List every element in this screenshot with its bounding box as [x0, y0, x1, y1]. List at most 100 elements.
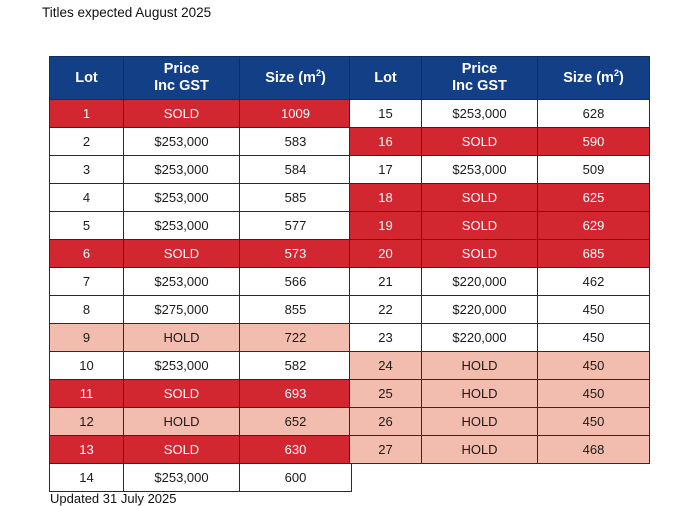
lot-number-cell: 18 [349, 183, 422, 212]
lot-row: 27 HOLD 468 [349, 435, 650, 464]
table-header-row: Lot Price Inc GST Size (m2) [349, 56, 650, 100]
lot-size-cell: 630 [239, 435, 352, 464]
lot-price-cell: HOLD [421, 407, 538, 436]
header-size: Size (m2) [537, 56, 650, 100]
lot-price-cell: SOLD [123, 99, 240, 128]
lot-number-cell: 13 [49, 435, 124, 464]
lot-size-cell: 583 [239, 127, 352, 156]
lot-price-cell: HOLD [421, 379, 538, 408]
lot-number-cell: 10 [49, 351, 124, 380]
lot-price-cell: SOLD [421, 127, 538, 156]
lot-price-cell: HOLD [421, 351, 538, 380]
lots-left-body: 1 SOLD 1009 2 $253,000 583 3 $253,000 584 4 $253,0… [49, 99, 352, 492]
lot-row: 12 HOLD 652 [49, 407, 352, 436]
lot-price-cell: SOLD [421, 239, 538, 268]
lot-size-cell: 584 [239, 155, 352, 184]
lot-size-cell: 462 [537, 267, 650, 296]
lot-row: 20 SOLD 685 [349, 239, 650, 268]
lot-size-cell: 625 [537, 183, 650, 212]
lot-number-cell: 26 [349, 407, 422, 436]
lot-size-cell: 450 [537, 295, 650, 324]
lot-row: 16 SOLD 590 [349, 127, 650, 156]
lot-number-cell: 1 [49, 99, 124, 128]
lot-row: 10 $253,000 582 [49, 351, 352, 380]
table-header-row: Lot Price Inc GST Size (m2) [49, 56, 352, 100]
lot-row: 25 HOLD 450 [349, 379, 650, 408]
lot-row: 24 HOLD 450 [349, 351, 650, 380]
lot-price-cell: HOLD [123, 407, 240, 436]
lot-price-cell: $253,000 [421, 155, 538, 184]
lot-price-cell: $275,000 [123, 295, 240, 324]
lot-row: 1 SOLD 1009 [49, 99, 352, 128]
lot-row: 8 $275,000 855 [49, 295, 352, 324]
lot-price-cell: $253,000 [123, 351, 240, 380]
header-size: Size (m2) [239, 56, 352, 100]
lot-row: 18 SOLD 625 [349, 183, 650, 212]
lot-price-cell: SOLD [421, 183, 538, 212]
lot-size-cell: 693 [239, 379, 352, 408]
header-price: Price Inc GST [421, 56, 538, 100]
lot-number-cell: 14 [49, 463, 124, 492]
header-lot: Lot [49, 56, 124, 100]
lot-price-cell: $253,000 [123, 183, 240, 212]
lots-table-right: Lot Price Inc GST Size (m2) 15 $253,000 628… [349, 56, 650, 464]
lot-number-cell: 27 [349, 435, 422, 464]
lot-number-cell: 8 [49, 295, 124, 324]
lot-size-cell: 629 [537, 211, 650, 240]
lot-number-cell: 7 [49, 267, 124, 296]
lot-row: 11 SOLD 693 [49, 379, 352, 408]
lot-row: 13 SOLD 630 [49, 435, 352, 464]
page-heading: Titles expected August 2025 [42, 5, 212, 20]
lot-number-cell: 3 [49, 155, 124, 184]
lot-number-cell: 24 [349, 351, 422, 380]
lot-size-cell: 1009 [239, 99, 352, 128]
lot-price-cell: $253,000 [123, 155, 240, 184]
lot-size-cell: 468 [537, 435, 650, 464]
lot-price-cell: SOLD [123, 239, 240, 268]
lot-size-cell: 573 [239, 239, 352, 268]
lot-price-cell: $220,000 [421, 323, 538, 352]
lot-price-cell: $253,000 [421, 99, 538, 128]
lot-size-cell: 450 [537, 351, 650, 380]
lot-number-cell: 20 [349, 239, 422, 268]
lot-price-cell: $253,000 [123, 127, 240, 156]
lot-price-cell: SOLD [421, 211, 538, 240]
lot-number-cell: 4 [49, 183, 124, 212]
lot-row: 4 $253,000 585 [49, 183, 352, 212]
lot-size-cell: 585 [239, 183, 352, 212]
lot-row: 15 $253,000 628 [349, 99, 650, 128]
lot-row: 21 $220,000 462 [349, 267, 650, 296]
lot-size-cell: 566 [239, 267, 352, 296]
lot-size-cell: 450 [537, 407, 650, 436]
lot-price-cell: $220,000 [421, 267, 538, 296]
lot-row: 7 $253,000 566 [49, 267, 352, 296]
lot-row: 9 HOLD 722 [49, 323, 352, 352]
lot-number-cell: 2 [49, 127, 124, 156]
header-lot: Lot [349, 56, 422, 100]
lot-price-cell: $253,000 [123, 211, 240, 240]
lot-number-cell: 9 [49, 323, 124, 352]
lot-size-cell: 590 [537, 127, 650, 156]
lots-table-left: Lot Price Inc GST Size (m2) 1 SOLD 1009 2 $25… [49, 56, 352, 492]
lot-row: 17 $253,000 509 [349, 155, 650, 184]
lot-size-cell: 628 [537, 99, 650, 128]
lot-number-cell: 5 [49, 211, 124, 240]
lots-right-body: 15 $253,000 628 16 SOLD 590 17 $253,000 509 18 SOL… [349, 99, 650, 464]
lot-row: 26 HOLD 450 [349, 407, 650, 436]
lot-number-cell: 25 [349, 379, 422, 408]
lot-size-cell: 450 [537, 379, 650, 408]
lot-price-cell: HOLD [421, 435, 538, 464]
updated-note: Updated 31 July 2025 [50, 491, 177, 506]
lot-price-cell: $253,000 [123, 267, 240, 296]
lot-price-cell: HOLD [123, 323, 240, 352]
lot-number-cell: 12 [49, 407, 124, 436]
lot-number-cell: 21 [349, 267, 422, 296]
lot-price-cell: $220,000 [421, 295, 538, 324]
lot-number-cell: 22 [349, 295, 422, 324]
header-price: Price Inc GST [123, 56, 240, 100]
lot-row: 6 SOLD 573 [49, 239, 352, 268]
lot-size-cell: 652 [239, 407, 352, 436]
lot-row: 5 $253,000 577 [49, 211, 352, 240]
lot-size-cell: 722 [239, 323, 352, 352]
lot-row: 3 $253,000 584 [49, 155, 352, 184]
